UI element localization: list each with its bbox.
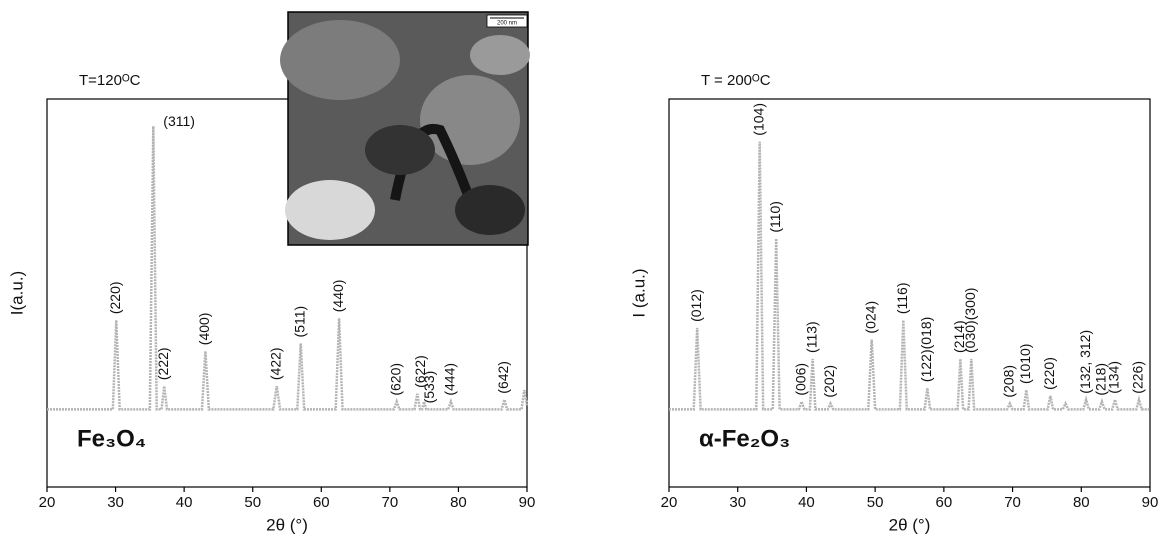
- background-region: [285, 180, 375, 240]
- x-tick-label: 20: [39, 494, 56, 511]
- x-tick-label: 70: [1004, 494, 1021, 511]
- peak-label: (444): [442, 363, 458, 396]
- x-tick-label: 40: [176, 494, 193, 511]
- charts: 20 30 40 50 60 70 80 90 2θ (°) I(a.u.) T=120ᴼC Fe₃O…: [7, 72, 1158, 535]
- chart-title: T = 200ᴼC: [701, 72, 771, 89]
- x-tick-label: 40: [798, 494, 815, 511]
- x-tick-label: 60: [936, 494, 953, 511]
- peak-label: (122)(018): [918, 317, 934, 382]
- x-tick-label: 60: [313, 494, 330, 511]
- peak-label: (311): [163, 113, 195, 129]
- x-tick-label: 50: [244, 494, 261, 511]
- x-tick-label: 30: [107, 494, 124, 511]
- peak-label: (642): [495, 361, 511, 394]
- peak-label: (1010): [1017, 344, 1033, 384]
- x-axis-title: 2θ (°): [889, 515, 931, 534]
- peak-label: (132, 312): [1077, 330, 1093, 394]
- x-tick-label: 90: [1142, 494, 1159, 511]
- peak-label: (222): [155, 347, 171, 380]
- particle: [365, 125, 435, 175]
- x-tick-label: 80: [1073, 494, 1090, 511]
- peak-label: (110): [767, 201, 783, 233]
- peak-label: (116): [894, 283, 910, 315]
- peak-label: (400): [196, 313, 212, 346]
- figure: 20 30 40 50 60 70 80 90 2θ (°) I(a.u.) T=120ᴼC Fe₃O…: [0, 0, 1168, 543]
- peak-label: (208): [1001, 365, 1017, 398]
- x-tick-label: 90: [519, 494, 536, 511]
- x-axis-title: 2θ (°): [266, 515, 308, 534]
- peak-label: (104): [750, 103, 766, 136]
- peak-label: (012): [688, 289, 704, 322]
- tem-inset: 200 nm: [280, 12, 530, 245]
- peak-label: (620): [387, 363, 403, 396]
- x-tick-label: 70: [382, 494, 399, 511]
- peak-label: (220): [107, 281, 123, 314]
- phase-label: α-Fe₂O₃: [699, 425, 790, 452]
- peak-label: (422): [267, 347, 283, 380]
- peak-label: (202): [821, 365, 837, 398]
- x-tick-label: 30: [729, 494, 746, 511]
- x-tick-label: 50: [867, 494, 884, 511]
- y-axis-title: I(a.u.): [7, 271, 26, 315]
- peak-label: (440): [330, 280, 346, 313]
- peak-label: (511): [291, 306, 307, 338]
- y-axis-title: I (a.u.): [629, 268, 648, 317]
- x-tick-label: 20: [661, 494, 678, 511]
- particle: [280, 20, 400, 100]
- peak-label: (006): [792, 363, 808, 396]
- particle: [420, 75, 520, 165]
- peak-label: (113): [803, 321, 819, 353]
- scale-bar-label: 200 nm: [497, 21, 517, 27]
- peak-label: (030)(300): [962, 288, 978, 353]
- x-tick-label: 80: [450, 494, 467, 511]
- peak-label: (134): [1106, 361, 1122, 394]
- peak-label: (024): [862, 301, 878, 334]
- phase-label: Fe₃O₄: [77, 425, 146, 452]
- chart-title: T=120ᴼC: [79, 72, 141, 89]
- particle: [455, 185, 525, 235]
- peak-label: (220): [1041, 357, 1057, 390]
- peak-label: (533): [421, 371, 437, 404]
- peak-label: (226): [1130, 361, 1146, 394]
- particle: [470, 35, 530, 75]
